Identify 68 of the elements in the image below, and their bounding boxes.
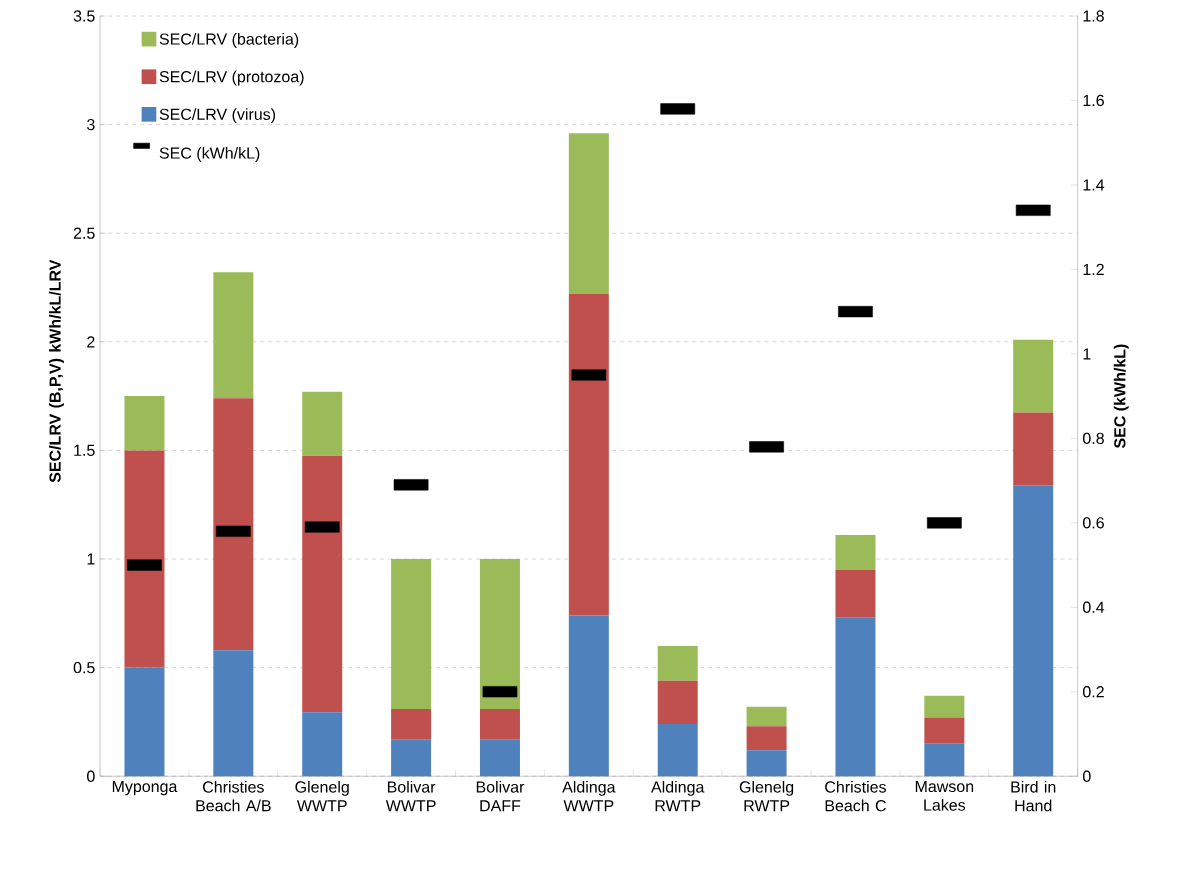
y-tick-label: 2	[87, 336, 95, 348]
y-tick-label: 2.5	[73, 227, 95, 239]
bar	[391, 558, 432, 709]
y-tick-label: 3.5	[73, 10, 95, 22]
bar	[657, 680, 698, 724]
bar	[746, 706, 787, 727]
x-tick-label: Bolivar WWTP	[385, 780, 436, 812]
bar	[391, 739, 432, 777]
bar	[213, 272, 254, 399]
bar	[124, 450, 165, 668]
x-tick-label: Bird in Hand	[1011, 780, 1056, 812]
bar	[479, 708, 520, 740]
y-tick-label: 0	[87, 770, 95, 782]
y2-axis-title: SEC (kWh/kL)	[1113, 344, 1129, 448]
legend-label: SEC/LRV (protozoa)	[159, 70, 304, 86]
bar	[568, 133, 609, 294]
legend-label: SEC (kWh/kL)	[159, 146, 260, 162]
bar	[124, 667, 165, 777]
y2-tick-label: 1.2	[1083, 263, 1104, 275]
bar	[924, 743, 965, 777]
bar	[924, 695, 965, 718]
y2-tick-label: 0.4	[1082, 601, 1105, 613]
legend-label: SEC/LRV (bacteria)	[159, 32, 299, 48]
bar	[835, 569, 876, 618]
y2-tick-label: 1.6	[1083, 94, 1104, 106]
y2-tick-label: 1	[1083, 348, 1091, 360]
bar	[302, 391, 343, 456]
bar	[924, 717, 965, 744]
y2-tick-label: 0.8	[1082, 432, 1104, 444]
bar	[213, 398, 254, 651]
bar	[657, 645, 698, 681]
bar	[213, 650, 254, 777]
y2-tick-label: 0	[1082, 770, 1091, 782]
bar	[835, 617, 876, 777]
x-tick-label: Myponga	[112, 780, 178, 796]
bar	[746, 750, 787, 777]
y2-tick-label: 0.2	[1082, 685, 1104, 698]
bar	[391, 708, 432, 740]
x-tick-label: Christies Beach A/B	[196, 780, 271, 812]
bar	[835, 535, 876, 570]
y2-tick-label: 1.4	[1083, 179, 1105, 191]
bar	[568, 293, 609, 616]
y2-tick-label: 1.8	[1083, 10, 1104, 22]
bar	[568, 615, 609, 777]
x-tick-label: Bolivar DAFF	[476, 780, 525, 812]
x-tick-label: Mawson Lakes	[915, 780, 974, 811]
x-tick-label: Glenelg WWTP	[295, 780, 349, 812]
x-tick-label: Glenelg RWTP	[739, 780, 794, 812]
y-tick-label: 1.5	[74, 444, 95, 456]
y-tick-label: 0.5	[73, 661, 95, 674]
bar	[1013, 485, 1054, 777]
y-axis-title: SEC/LRV (B,P,V) kWh/kL/LRV	[49, 259, 64, 483]
bar	[124, 395, 165, 451]
bar	[479, 739, 520, 777]
bar	[746, 726, 787, 751]
bar	[479, 558, 520, 709]
x-tick-label: Aldinga WWTP	[562, 780, 616, 812]
legend-label: SEC/LRV (virus)	[159, 108, 276, 123]
x-tick-label: Aldinga RWTP	[651, 780, 705, 812]
bar	[1013, 339, 1054, 413]
y-tick-label: 3	[87, 118, 95, 131]
x-tick-label: Christies Beach C	[825, 780, 886, 812]
bar	[302, 455, 343, 713]
bar	[657, 723, 698, 777]
y2-tick-label: 0.6	[1082, 517, 1104, 529]
bar	[1013, 412, 1054, 486]
y-tick-label: 1	[87, 553, 95, 565]
bar	[302, 712, 343, 777]
